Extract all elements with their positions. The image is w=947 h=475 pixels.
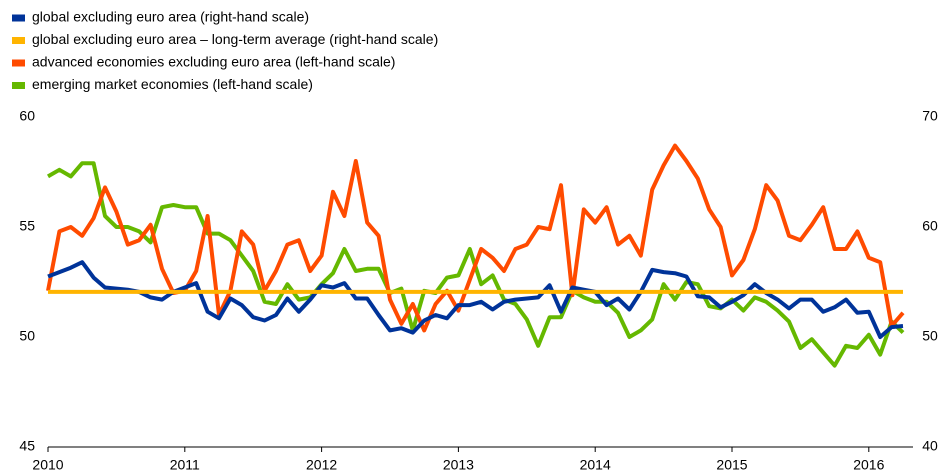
legend-label: global excluding euro area (right-hand s… (32, 9, 309, 25)
legend-label: emerging market economies (left-hand sca… (32, 76, 313, 92)
y-tick-label: 50 (19, 328, 35, 344)
y-tick-label: 60 (19, 108, 35, 124)
x-tick-label: 2015 (716, 457, 747, 473)
y2-tick-label: 40 (922, 438, 938, 454)
legend-swatch (12, 59, 25, 67)
series-line (46, 143, 905, 333)
x-tick-label: 2016 (853, 457, 884, 473)
legend-swatch (12, 14, 25, 22)
y2-tick-label: 60 (922, 218, 938, 234)
y2-tick-label: 70 (922, 108, 938, 124)
y2-tick-label: 50 (922, 328, 938, 344)
y-tick-label: 55 (19, 218, 35, 234)
legend-swatch (12, 37, 25, 44)
x-tick-label: 2013 (443, 457, 474, 473)
series-line (47, 260, 904, 339)
x-tick-label: 2012 (306, 457, 337, 473)
legend-swatch (12, 82, 25, 89)
x-tick-label: 2011 (170, 457, 200, 473)
legend-label: global excluding euro area – long-term a… (32, 31, 438, 47)
x-tick-label: 2014 (580, 457, 611, 473)
legend-label: advanced economies excluding euro area (… (32, 54, 395, 70)
x-tick-label: 2010 (32, 457, 63, 473)
y-tick-label: 45 (19, 438, 35, 454)
